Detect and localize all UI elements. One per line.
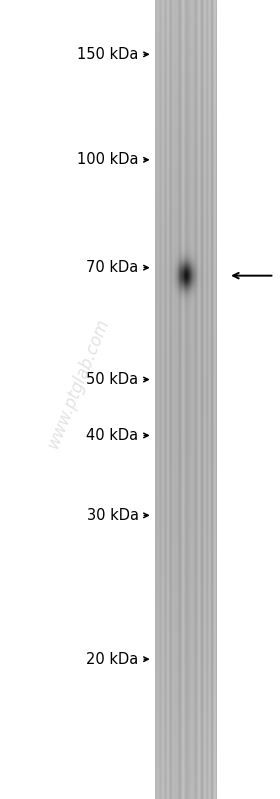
Text: 30 kDa: 30 kDa	[87, 508, 139, 523]
Text: 50 kDa: 50 kDa	[87, 372, 139, 387]
Text: 70 kDa: 70 kDa	[86, 260, 139, 275]
Text: 20 kDa: 20 kDa	[86, 652, 139, 666]
Text: 40 kDa: 40 kDa	[87, 428, 139, 443]
Text: www.ptglab.com: www.ptglab.com	[44, 316, 113, 451]
Text: 100 kDa: 100 kDa	[77, 153, 139, 167]
Text: 150 kDa: 150 kDa	[77, 47, 139, 62]
